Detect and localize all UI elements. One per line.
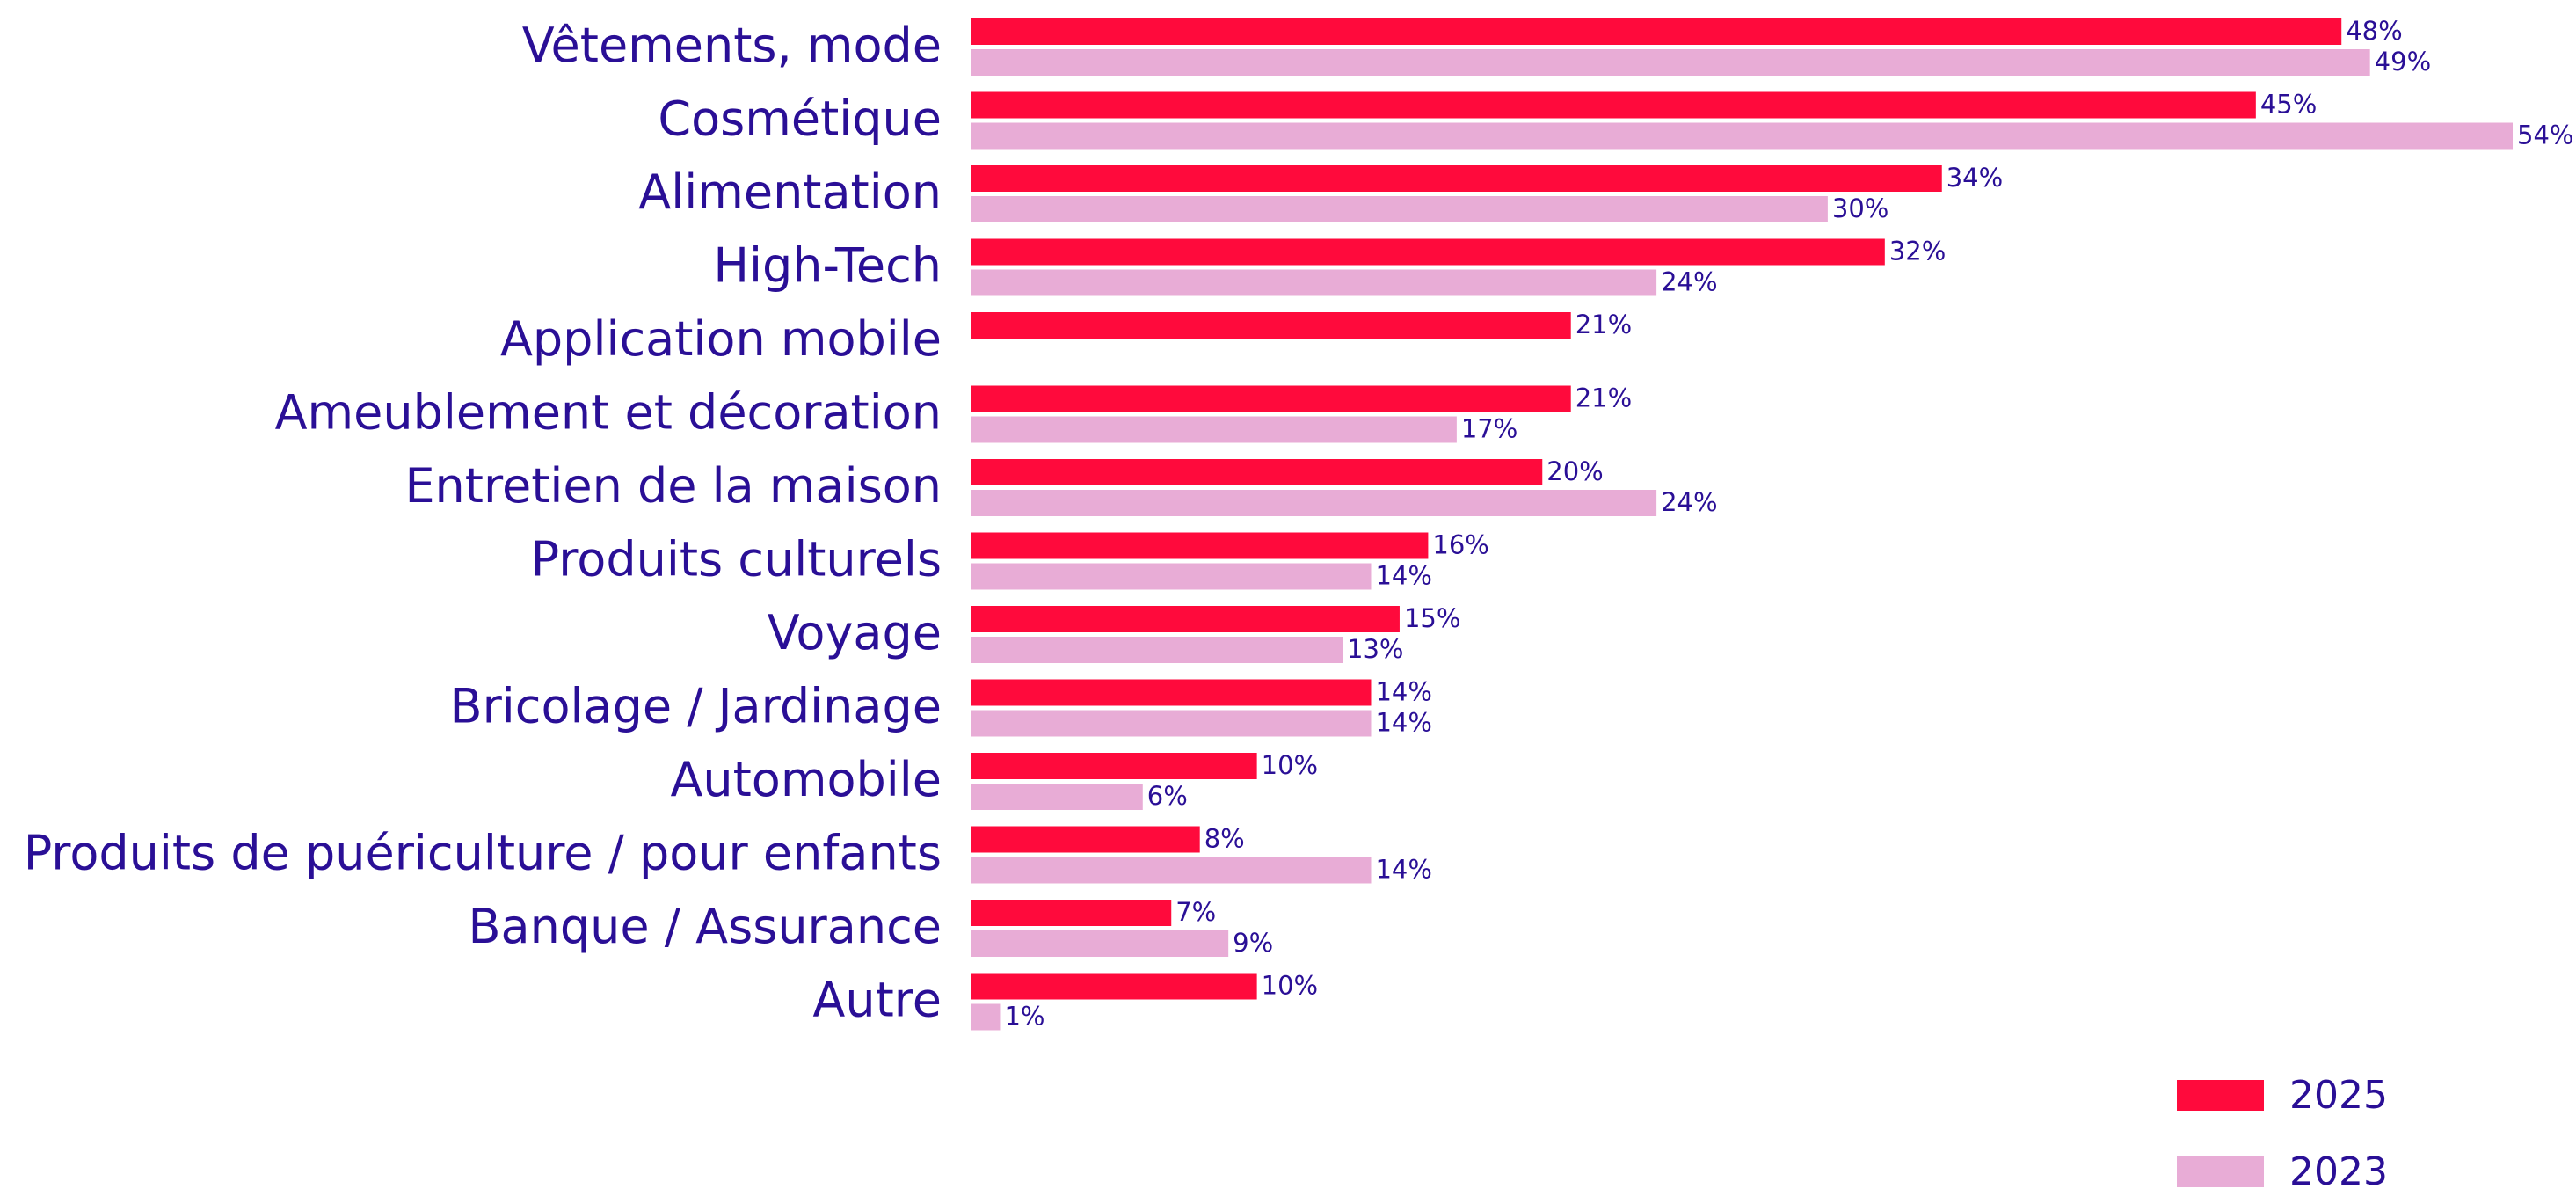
- bar: [971, 900, 1172, 926]
- category-label: Autre: [812, 973, 942, 1028]
- bar: [971, 416, 1457, 443]
- value-label: 15%: [1404, 603, 1460, 633]
- bar: [971, 49, 2370, 76]
- category-label: Bricolage / Jardinage: [450, 679, 942, 734]
- value-label: 8%: [1204, 824, 1245, 854]
- value-label: 30%: [1832, 193, 1888, 223]
- bar: [971, 973, 1257, 1000]
- category-label: Produits de puériculture / pour enfants: [24, 826, 942, 881]
- value-label: 14%: [1375, 677, 1431, 707]
- value-label: 7%: [1175, 897, 1216, 927]
- bar: [971, 784, 1143, 810]
- value-label: 45%: [2260, 90, 2317, 120]
- category-label: Vêtements, mode: [522, 18, 942, 73]
- value-label: 17%: [1461, 414, 1517, 444]
- value-label: 21%: [1575, 310, 1632, 339]
- bar: [971, 563, 1372, 590]
- legend-label: 2025: [2289, 1073, 2388, 1118]
- legend-swatch: [2177, 1080, 2264, 1111]
- value-label: 14%: [1375, 561, 1431, 591]
- value-label: 24%: [1661, 267, 1717, 297]
- bar: [971, 1003, 1001, 1031]
- value-label: 10%: [1262, 971, 1318, 1001]
- category-label: Cosmétique: [658, 91, 942, 147]
- value-label: 49%: [2375, 47, 2431, 77]
- bar: [971, 857, 1372, 884]
- value-label: 16%: [1432, 530, 1488, 560]
- value-label: 10%: [1262, 750, 1318, 780]
- bar: [971, 532, 1429, 559]
- bar: [971, 710, 1372, 737]
- bar: [971, 238, 1885, 266]
- bar: [971, 91, 2256, 119]
- category-label: High-Tech: [713, 238, 942, 294]
- value-label: 14%: [1375, 708, 1431, 738]
- value-label: 20%: [1546, 456, 1603, 486]
- bar: [971, 930, 1229, 957]
- category-label: Voyage: [768, 605, 942, 660]
- value-label: 6%: [1147, 781, 1188, 811]
- bar: [971, 490, 1657, 516]
- category-label: Automobile: [670, 752, 942, 807]
- value-label: 14%: [1375, 855, 1431, 885]
- category-label: Application mobile: [500, 311, 942, 367]
- bar: [971, 826, 1200, 853]
- value-label: 21%: [1575, 383, 1632, 413]
- value-label: 9%: [1233, 928, 1273, 958]
- value-label: 54%: [2517, 120, 2573, 150]
- bar: [971, 459, 1543, 485]
- legend-label: 2023: [2289, 1149, 2388, 1189]
- value-label: 1%: [1004, 1002, 1044, 1032]
- category-label: Banque / Assurance: [469, 899, 942, 954]
- value-label: 13%: [1347, 634, 1403, 664]
- bar: [971, 196, 1828, 222]
- bar: [971, 385, 1571, 412]
- category-label: Alimentation: [638, 164, 942, 220]
- category-label: Ameublement et décoration: [275, 385, 942, 441]
- bar: [971, 679, 1372, 706]
- bar: [971, 637, 1343, 663]
- value-label: 48%: [2346, 16, 2402, 46]
- bar: [971, 269, 1657, 296]
- bar: [971, 18, 2342, 45]
- value-label: 24%: [1661, 487, 1717, 517]
- value-label: 32%: [1889, 237, 1946, 266]
- bar: [971, 753, 1257, 779]
- category-label: Produits culturels: [531, 532, 942, 587]
- category-label: Entretien de la maison: [404, 458, 942, 514]
- value-label: 34%: [1947, 163, 2003, 193]
- bar: [971, 606, 1400, 632]
- bar: [971, 165, 1942, 192]
- bar: [971, 312, 1571, 339]
- bar: [971, 122, 2513, 150]
- legend-swatch: [2177, 1156, 2264, 1187]
